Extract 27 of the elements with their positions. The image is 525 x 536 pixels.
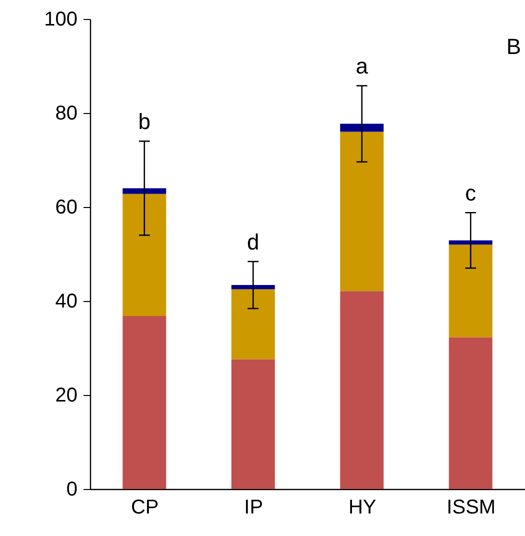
bar	[340, 124, 384, 132]
y-tick-label: 0	[66, 478, 78, 500]
bar	[231, 289, 275, 360]
x-tick-label: HY	[348, 496, 376, 518]
bar	[340, 132, 384, 292]
x-tick-label: CP	[130, 496, 159, 518]
annotation: d	[247, 230, 260, 255]
x-tick-label: ISSM	[446, 496, 496, 518]
bar	[448, 337, 492, 489]
bar	[231, 359, 275, 489]
annotation: b	[138, 109, 150, 134]
y-tick-label: 60	[55, 196, 78, 218]
bar	[340, 291, 384, 489]
bar	[448, 244, 492, 338]
bar	[231, 285, 275, 290]
annotation: B	[506, 34, 521, 59]
bar	[122, 316, 166, 489]
y-tick-label: 20	[55, 384, 78, 406]
y-tick-label: 80	[55, 102, 78, 124]
bar	[122, 194, 166, 316]
y-tick-label: 100	[44, 8, 78, 30]
x-tick-label: IP	[244, 496, 264, 518]
y-tick-label: 40	[55, 290, 78, 312]
bar	[122, 188, 166, 194]
bar	[448, 240, 492, 245]
annotation: a	[356, 54, 369, 79]
annotation: c	[465, 180, 476, 206]
